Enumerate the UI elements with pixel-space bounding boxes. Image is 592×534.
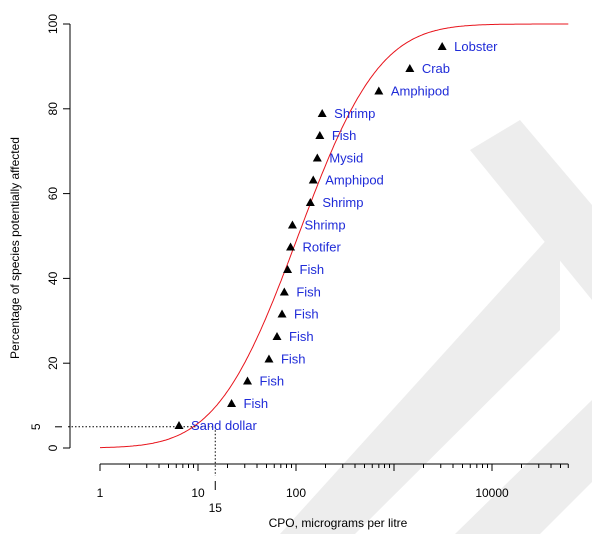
x-tick-label: 10000 bbox=[475, 486, 509, 500]
reference-lines bbox=[68, 426, 216, 476]
data-point-label: Crab bbox=[422, 61, 450, 76]
x-tick-label: 10 bbox=[191, 486, 205, 500]
data-point-label: Mysid bbox=[329, 150, 363, 165]
data-point-label: Sand dollar bbox=[191, 418, 257, 433]
data-point-label: Fish bbox=[244, 396, 269, 411]
data-point-label: Shrimp bbox=[322, 195, 363, 210]
y-axis-title: Percentage of species potentially affect… bbox=[8, 137, 22, 359]
watermark-stroke bbox=[455, 400, 592, 534]
data-point-marker bbox=[308, 175, 318, 184]
fitted-curve bbox=[100, 23, 569, 449]
watermark bbox=[280, 120, 592, 534]
data-point-marker bbox=[405, 64, 415, 73]
data-point-marker bbox=[312, 153, 322, 162]
x-axis-title: CPO, micrograms per litre bbox=[269, 516, 408, 530]
y-tick-label: 0 bbox=[46, 444, 60, 451]
watermark-stroke bbox=[280, 225, 560, 534]
watermark-stroke bbox=[470, 120, 592, 300]
data-point-label: Fish bbox=[300, 262, 325, 277]
data-point-label: Fish bbox=[296, 284, 321, 299]
y-tick-label: 20 bbox=[46, 356, 60, 370]
x-tick-label: 1 bbox=[97, 486, 104, 500]
y-tick-label: 80 bbox=[46, 102, 60, 116]
data-point-label: Lobster bbox=[454, 39, 498, 54]
data-point-label: Fish bbox=[294, 307, 319, 322]
data-point-marker bbox=[243, 376, 253, 385]
data-point-label: Amphipod bbox=[391, 83, 450, 98]
data-point-label: Shrimp bbox=[304, 217, 345, 232]
x-reference-tick-label: 15 bbox=[209, 501, 223, 515]
data-point-marker bbox=[317, 108, 327, 117]
data-point-marker bbox=[315, 131, 325, 140]
data-point-label: Fish bbox=[289, 329, 314, 344]
x-tick-label: 100 bbox=[286, 486, 306, 500]
y-axis: 0 20 40 60 80 100 5 bbox=[29, 14, 71, 451]
data-point-label: Amphipod bbox=[325, 173, 384, 188]
data-point-label: Fish bbox=[260, 374, 285, 389]
data-point-marker bbox=[287, 220, 297, 229]
data-point-marker bbox=[264, 354, 274, 363]
y-tick-label: 60 bbox=[46, 187, 60, 201]
data-point-marker bbox=[227, 398, 237, 407]
y-tick-label: 40 bbox=[46, 271, 60, 285]
data-point-marker bbox=[174, 421, 184, 430]
data-point-marker bbox=[286, 242, 296, 251]
x-axis: 1 10 100 10000 15 bbox=[97, 463, 569, 515]
data-point-marker bbox=[305, 198, 315, 207]
data-point-marker bbox=[279, 287, 289, 296]
data-point-marker bbox=[374, 86, 384, 95]
data-point-marker bbox=[437, 41, 447, 50]
data-point-label: Fish bbox=[332, 128, 357, 143]
data-point-label: Rotifer bbox=[303, 240, 342, 255]
data-point-label: Fish bbox=[281, 351, 306, 366]
y-tick-label: 100 bbox=[46, 14, 60, 34]
y-reference-tick-label: 5 bbox=[29, 423, 43, 430]
data-point-marker bbox=[272, 331, 282, 340]
data-point-label: Shrimp bbox=[334, 106, 375, 121]
data-point-marker bbox=[277, 309, 287, 318]
data-points: Sand dollar Fish Fish Fish Fish Fish Fish Fish R… bbox=[174, 39, 498, 433]
data-point-marker bbox=[283, 264, 293, 273]
